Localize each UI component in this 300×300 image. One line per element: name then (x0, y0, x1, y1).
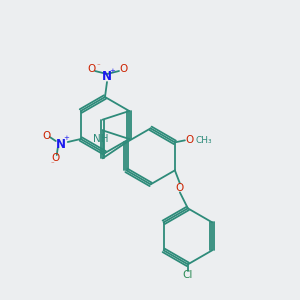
Text: CH₃: CH₃ (196, 136, 212, 145)
Text: O: O (87, 64, 95, 74)
Text: +: + (63, 135, 69, 141)
Text: O: O (52, 153, 60, 163)
Text: O: O (43, 131, 51, 141)
Text: Cl: Cl (183, 270, 193, 280)
Text: ⁻: ⁻ (51, 161, 55, 167)
Text: ⁻: ⁻ (96, 63, 100, 69)
Text: +: + (109, 68, 115, 74)
Text: N: N (56, 137, 66, 151)
Text: N: N (102, 70, 112, 83)
Text: O: O (176, 183, 184, 193)
Text: O: O (119, 64, 127, 74)
Text: O: O (186, 135, 194, 145)
Text: NH: NH (93, 134, 108, 144)
